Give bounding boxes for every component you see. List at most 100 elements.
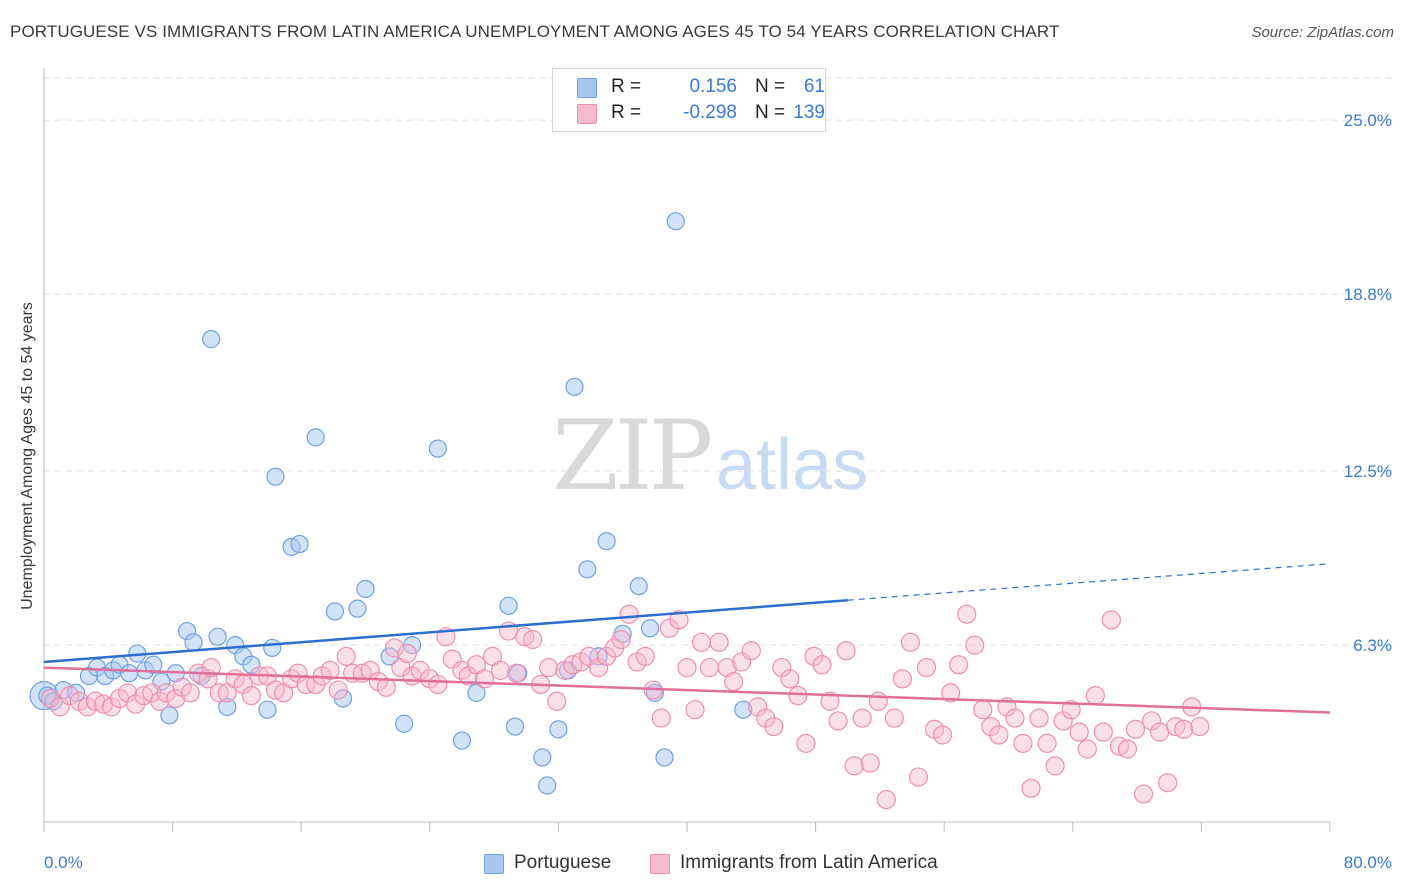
data-point-immigrants <box>949 655 969 675</box>
legend-n-value: 139 <box>793 102 825 123</box>
y-tick-label: 18.8% <box>1344 285 1392 304</box>
x-tick-label: 0.0% <box>44 853 83 872</box>
grid-lines <box>44 77 1392 646</box>
data-point-immigrants <box>900 632 921 652</box>
data-point-portuguese <box>356 579 375 599</box>
data-point-immigrants <box>820 691 840 711</box>
data-point-immigrants <box>1190 716 1210 737</box>
y-tick-label: 6.3% <box>1353 636 1392 655</box>
data-point-portuguese <box>589 647 608 666</box>
trend-line-portuguese <box>43 598 848 664</box>
data-point-immigrants <box>876 789 896 810</box>
data-point-immigrants <box>296 674 316 695</box>
data-point-immigrants <box>884 708 904 728</box>
data-point-immigrants <box>709 632 729 652</box>
data-point-immigrants <box>635 646 655 666</box>
trend-lines <box>43 563 1331 714</box>
data-point-portuguese <box>578 560 597 579</box>
data-point-immigrants <box>860 753 880 773</box>
data-point-immigrants <box>836 641 856 661</box>
watermark-atlas: atlas <box>716 425 869 505</box>
legend-swatch-portuguese <box>577 78 597 98</box>
data-point-portuguese <box>120 664 139 683</box>
data-point-immigrants <box>180 683 200 703</box>
data-point-immigrants <box>741 641 761 661</box>
y-tick-label: 12.5% <box>1344 462 1392 481</box>
data-point-immigrants <box>117 683 138 703</box>
data-point-immigrants <box>209 683 229 703</box>
x-tick-label: 80.0% <box>1344 853 1392 872</box>
legend-swatch-immigrants <box>577 104 597 124</box>
data-point-portuguese <box>325 602 345 621</box>
data-point-portuguese <box>467 683 486 702</box>
data-point-portuguese <box>218 697 237 716</box>
data-point-immigrants <box>547 691 567 711</box>
data-point-immigrants <box>868 691 888 711</box>
data-point-immigrants <box>1077 739 1097 759</box>
data-point-immigrants <box>1037 733 1057 753</box>
data-point-immigrants <box>1061 700 1081 720</box>
data-point-immigrants <box>772 657 792 678</box>
data-point-portuguese <box>258 700 277 719</box>
data-point-immigrants <box>677 657 697 678</box>
data-point-immigrants <box>916 657 937 678</box>
data-point-portuguese <box>666 212 685 231</box>
data-point-immigrants <box>1117 739 1138 759</box>
bottom-legend-swatch-portuguese <box>484 854 504 874</box>
bottom-legend-label-immigrants: Immigrants from Latin America <box>680 852 938 873</box>
data-point-portuguese <box>565 377 584 396</box>
data-point-immigrants <box>685 700 705 720</box>
data-point-immigrants <box>1013 733 1033 753</box>
data-point-immigrants <box>828 711 848 731</box>
data-point-portuguese <box>348 599 367 618</box>
series-portuguese <box>29 212 753 795</box>
data-point-immigrants <box>780 669 800 689</box>
legend-r-value: -0.298 <box>683 102 737 123</box>
data-point-immigrants <box>844 756 864 776</box>
data-point-portuguese <box>306 428 325 447</box>
data-point-portuguese <box>640 619 660 638</box>
y-tick-label: 25.0% <box>1344 111 1392 130</box>
data-point-immigrants <box>908 767 929 787</box>
data-point-immigrants <box>507 663 527 683</box>
data-point-immigrants <box>1021 778 1041 798</box>
data-point-immigrants <box>699 657 720 678</box>
legend-r-label: R = <box>611 76 642 97</box>
data-point-immigrants <box>1101 610 1121 630</box>
data-point-immigrants <box>764 716 784 737</box>
data-point-immigrants <box>1053 711 1073 731</box>
bottom-legend-swatch-immigrants <box>650 854 670 874</box>
data-point-portuguese <box>263 638 282 658</box>
data-point-portuguese <box>533 748 552 767</box>
data-point-immigrants <box>932 725 953 745</box>
data-point-immigrants <box>957 604 977 624</box>
data-point-immigrants <box>788 686 808 706</box>
data-point-immigrants <box>892 669 913 689</box>
data-point-immigrants <box>1125 719 1146 739</box>
data-point-portuguese <box>266 467 285 486</box>
axes <box>43 68 1331 832</box>
data-point-immigrants <box>1085 686 1105 706</box>
bottom-legend-label-portuguese: Portuguese <box>514 852 612 873</box>
data-point-immigrants <box>1150 722 1170 742</box>
data-point-portuguese <box>428 439 447 458</box>
tick-labels: 6.3% 12.5% 18.8% 25.0% 0.0% 80.0% <box>44 111 1392 872</box>
data-point-immigrants <box>1093 722 1113 742</box>
data-point-immigrants <box>941 683 961 703</box>
data-point-immigrants <box>166 688 186 709</box>
data-point-portuguese <box>184 633 203 652</box>
data-point-immigrants <box>458 666 478 686</box>
data-point-immigrants <box>241 686 261 706</box>
data-point-immigrants <box>539 657 559 678</box>
data-point-portuguese <box>144 655 163 674</box>
data-point-immigrants <box>973 700 993 720</box>
data-point-immigrants <box>428 674 448 695</box>
data-point-portuguese <box>549 720 568 739</box>
data-point-immigrants <box>691 632 712 652</box>
data-point-portuguese <box>538 776 557 795</box>
data-point-portuguese <box>655 748 674 767</box>
data-point-portuguese <box>505 717 525 736</box>
data-point-immigrants <box>397 643 417 664</box>
data-point-immigrants <box>523 629 543 650</box>
